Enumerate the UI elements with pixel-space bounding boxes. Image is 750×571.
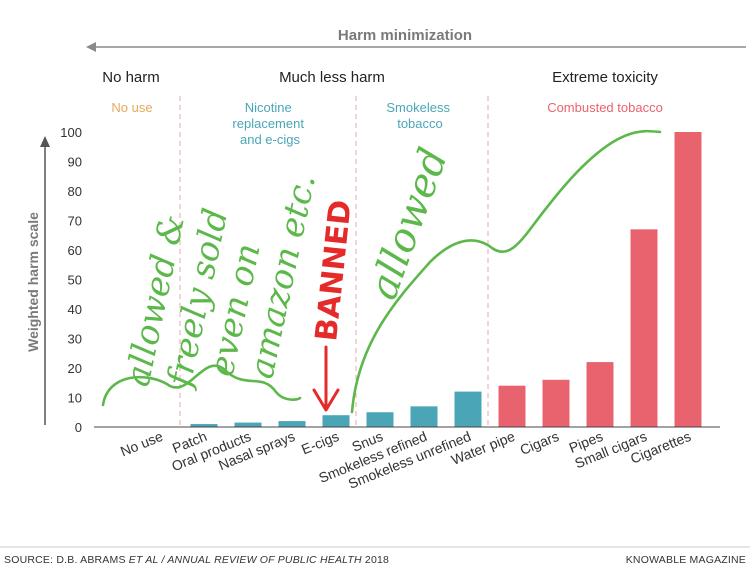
handwritten-annotations: allowed & freely sold even on amazon etc… (101, 129, 662, 414)
x-label-e-cigs: E-cigs (299, 428, 341, 457)
publisher-credit: KNOWABLE MAGAZINE (626, 554, 746, 566)
group-label-line: Nicotine (245, 100, 292, 115)
banned-arrow-head (312, 388, 340, 412)
y-ticks: 0 10 20 30 40 50 60 70 80 90 100 (60, 125, 82, 435)
bars (190, 132, 702, 427)
bar-water-pipe (498, 385, 526, 427)
bar-e-cigs (322, 415, 350, 427)
source-credit: SOURCE: D.B. ABRAMS ET AL / ANNUAL REVIE… (4, 554, 389, 566)
bracket-curve-left (101, 364, 302, 407)
group-label-line: tobacco (397, 116, 443, 131)
zone-extreme-toxicity: Extreme toxicity (552, 69, 658, 86)
group-label-smokeless-tobacco: Smokeless tobacco (386, 100, 453, 131)
x-label-no-use: No use (118, 428, 165, 460)
annotation-allowed: allowed (360, 142, 457, 305)
y-tick-label: 30 (68, 332, 82, 347)
bar-cigars (542, 379, 570, 427)
y-tick-label: 50 (68, 273, 82, 288)
title-backdrop (312, 26, 498, 44)
group-label-no-use: No use (111, 100, 152, 115)
chart-title: Harm minimization (338, 27, 472, 44)
harm-arrow-head (86, 42, 96, 52)
bar-cigarettes (674, 132, 702, 427)
y-axis-arrow-head (40, 136, 50, 147)
group-label-nicotine-replacement: Nicotine replacement and e-cigs (232, 100, 307, 147)
bar-patch (190, 424, 218, 427)
bar-oral-products (234, 422, 262, 427)
y-tick-label: 90 (68, 155, 82, 170)
bar-snus (366, 412, 394, 427)
source-journal: ET AL / ANNUAL REVIEW OF PUBLIC HEALTH (129, 554, 362, 566)
x-label-cigars: Cigars (518, 428, 562, 458)
source-year: 2018 (362, 554, 389, 566)
y-tick-label: 10 (68, 391, 82, 406)
bar-nasal-sprays (278, 421, 306, 427)
group-label-line: replacement (232, 116, 304, 131)
bracket-curve-right (350, 129, 662, 414)
y-tick-label: 40 (68, 302, 82, 317)
source-prefix: SOURCE: D.B. ABRAMS (4, 554, 129, 566)
annotation-banned: BANNED (309, 198, 359, 343)
zone-no-harm: No harm (102, 69, 160, 86)
y-tick-label: 80 (68, 184, 82, 199)
bar-smokeless-unrefined (454, 391, 482, 427)
y-tick-label: 60 (68, 243, 82, 258)
group-label-line: Smokeless (386, 100, 450, 115)
bar-small-cigars (630, 229, 658, 427)
bar-pipes (586, 362, 614, 427)
group-label-line: and e-cigs (240, 132, 300, 147)
group-label-combusted-tobacco: Combusted tobacco (547, 100, 663, 115)
y-axis-label: Weighted harm scale (25, 212, 41, 352)
bar-smokeless-refined (410, 406, 438, 427)
y-tick-label: 20 (68, 361, 82, 376)
y-tick-label: 0 (75, 420, 82, 435)
y-tick-label: 70 (68, 214, 82, 229)
y-tick-label: 100 (60, 125, 82, 140)
zone-much-less-harm: Much less harm (279, 69, 385, 86)
